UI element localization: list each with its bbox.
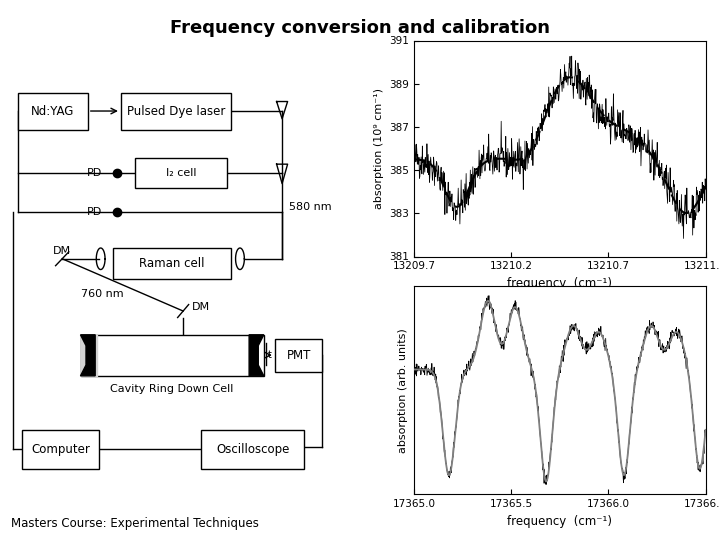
Text: Masters Course: Experimental Techniques: Masters Course: Experimental Techniques [11, 517, 258, 530]
Bar [114, 248, 231, 279]
Polygon shape [249, 335, 264, 376]
Y-axis label: absorption (10⁹ cm⁻¹): absorption (10⁹ cm⁻¹) [374, 88, 384, 209]
X-axis label: frequency  (cm⁻¹): frequency (cm⁻¹) [508, 515, 612, 528]
Text: Nd:YAG: Nd:YAG [32, 105, 75, 118]
Bar [202, 430, 304, 469]
Text: t: t [267, 350, 271, 360]
X-axis label: frequency  (cm⁻¹): frequency (cm⁻¹) [508, 277, 612, 290]
Text: Cavity Ring Down Cell: Cavity Ring Down Cell [110, 384, 234, 395]
Text: I₂ cell: I₂ cell [166, 168, 197, 178]
Text: Frequency conversion and calibration: Frequency conversion and calibration [170, 19, 550, 37]
Text: PD: PD [87, 168, 102, 178]
Bar [18, 93, 88, 130]
Text: Pulsed Dye laser: Pulsed Dye laser [127, 105, 225, 118]
Bar [22, 430, 99, 469]
Text: Computer: Computer [31, 443, 90, 456]
Y-axis label: absorption (arb. units): absorption (arb. units) [398, 328, 408, 453]
Text: 580 nm: 580 nm [289, 202, 332, 212]
Text: DM: DM [192, 302, 210, 312]
Bar [121, 93, 231, 130]
Text: PMT: PMT [287, 349, 311, 362]
Polygon shape [81, 335, 95, 376]
Text: PD: PD [87, 207, 102, 217]
Text: DM: DM [53, 246, 71, 255]
Bar [275, 339, 323, 372]
Text: Raman cell: Raman cell [140, 257, 205, 270]
Bar [135, 158, 227, 188]
Text: 760 nm: 760 nm [81, 289, 123, 299]
Text: Oscilloscope: Oscilloscope [216, 443, 289, 456]
Bar [81, 335, 264, 376]
